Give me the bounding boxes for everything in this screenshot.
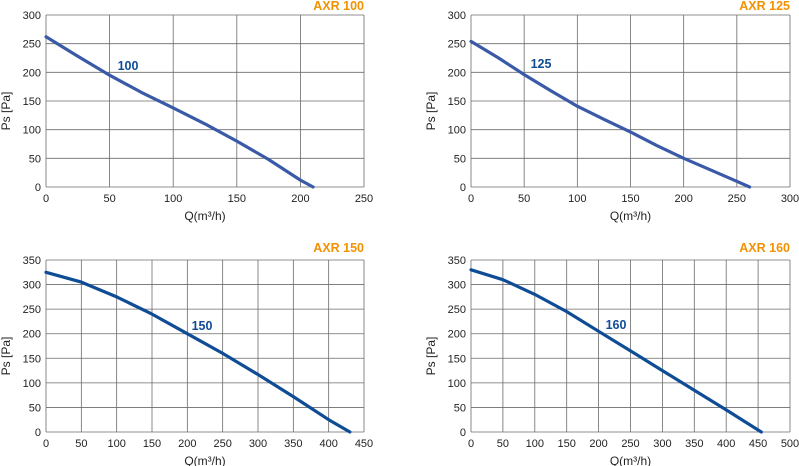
series-line-160: [469, 268, 763, 434]
y-tick-label: 0: [35, 182, 41, 194]
y-tick-label: 250: [23, 304, 41, 316]
y-tick-label: 0: [460, 182, 466, 194]
x-axis-label: Q(m³/h): [184, 454, 225, 466]
x-tick-label: 0: [43, 438, 49, 450]
x-tick-label: 150: [621, 193, 639, 205]
x-axis-label: Q(m³/h): [610, 209, 651, 223]
x-tick-label: 400: [319, 438, 337, 450]
x-tick-label: 100: [164, 193, 182, 205]
y-tick-label: 100: [23, 378, 41, 390]
y-tick-label: 350: [448, 255, 466, 267]
y-tick-label: 0: [35, 427, 41, 439]
y-tick-label: 150: [448, 353, 466, 365]
y-tick-label: 250: [23, 39, 41, 51]
x-tick-label: 50: [75, 438, 87, 450]
y-tick-label: 100: [448, 378, 466, 390]
x-tick-label: 250: [728, 193, 746, 205]
x-tick-label: 200: [178, 438, 196, 450]
x-tick-label: 300: [781, 193, 799, 205]
x-axis-label: Q(m³/h): [610, 454, 651, 466]
x-tick-label: 250: [621, 438, 639, 450]
x-tick-label: 150: [143, 438, 161, 450]
x-tick-label: 0: [468, 438, 474, 450]
x-tick-label: 450: [355, 438, 373, 450]
y-tick-label: 250: [448, 39, 466, 51]
series-label: 150: [192, 319, 213, 333]
x-tick-label: 200: [674, 193, 692, 205]
y-axis-label: Ps [Pa]: [0, 92, 13, 131]
x-tick-label: 50: [518, 193, 530, 205]
chart-title: AXR 125: [739, 0, 790, 13]
x-tick-label: 400: [717, 438, 735, 450]
chart-panel-1: 0 50 100 150 200 250 300 0 50 100 150 200 250 300 AXR …: [424, 0, 799, 223]
x-tick-label: 100: [568, 193, 586, 205]
chart-panel-2: 0 50 100 150 200 250 300 350 400 450 0 50 100 150 200 2…: [0, 241, 373, 466]
y-axis-label: Ps [Pa]: [424, 337, 438, 376]
chart-panel-3: 0 50 100 150 200 250 300 350 400 450 500 0 50 100 150 2…: [424, 241, 799, 466]
y-tick-label: 300: [448, 280, 466, 292]
x-tick-label: 250: [355, 193, 373, 205]
series-line-125: [469, 39, 752, 189]
y-tick-label: 50: [454, 402, 466, 414]
x-tick-label: 350: [284, 438, 302, 450]
y-tick-label: 300: [448, 10, 466, 22]
y-tick-label: 250: [448, 304, 466, 316]
y-tick-label: 100: [23, 125, 41, 137]
y-tick-label: 150: [23, 96, 41, 108]
x-tick-label: 200: [589, 438, 607, 450]
y-tick-label: 150: [448, 96, 466, 108]
y-tick-label: 200: [448, 67, 466, 79]
x-tick-label: 100: [107, 438, 125, 450]
y-tick-label: 350: [23, 255, 41, 267]
x-tick-label: 350: [685, 438, 703, 450]
y-axis-label: Ps [Pa]: [424, 92, 438, 131]
series-label: 160: [606, 318, 627, 332]
series-label: 100: [118, 59, 139, 73]
x-tick-label: 300: [249, 438, 267, 450]
y-tick-label: 300: [23, 280, 41, 292]
chart-title: AXR 150: [313, 241, 364, 255]
x-tick-label: 450: [749, 438, 767, 450]
x-tick-label: 150: [558, 438, 576, 450]
y-tick-label: 150: [23, 353, 41, 365]
x-tick-label: 200: [291, 193, 309, 205]
x-tick-label: 300: [653, 438, 671, 450]
y-tick-label: 100: [448, 125, 466, 137]
y-tick-label: 0: [460, 427, 466, 439]
x-tick-label: 150: [228, 193, 246, 205]
x-tick-label: 50: [497, 438, 509, 450]
y-tick-label: 50: [29, 402, 41, 414]
x-tick-label: 50: [103, 193, 115, 205]
x-axis-label: Q(m³/h): [184, 209, 225, 223]
chart-title: AXR 160: [739, 241, 790, 255]
x-tick-label: 500: [781, 438, 799, 450]
y-tick-label: 200: [23, 67, 41, 79]
y-tick-label: 300: [23, 10, 41, 22]
y-tick-label: 50: [29, 153, 41, 165]
y-tick-label: 50: [454, 153, 466, 165]
series-label: 125: [531, 57, 552, 71]
y-axis-label: Ps [Pa]: [0, 337, 13, 376]
y-tick-label: 200: [448, 329, 466, 341]
series-line-100: [44, 35, 315, 189]
series-line-150: [44, 270, 352, 434]
chart-title: AXR 100: [313, 0, 364, 13]
x-tick-label: 0: [43, 193, 49, 205]
y-tick-label: 200: [23, 329, 41, 341]
x-tick-label: 250: [213, 438, 231, 450]
chart-panel-0: 0 50 100 150 200 250 0 50 100 150 200 250 300 AXR 100…: [0, 0, 373, 223]
x-tick-label: 100: [526, 438, 544, 450]
x-tick-label: 0: [468, 193, 474, 205]
